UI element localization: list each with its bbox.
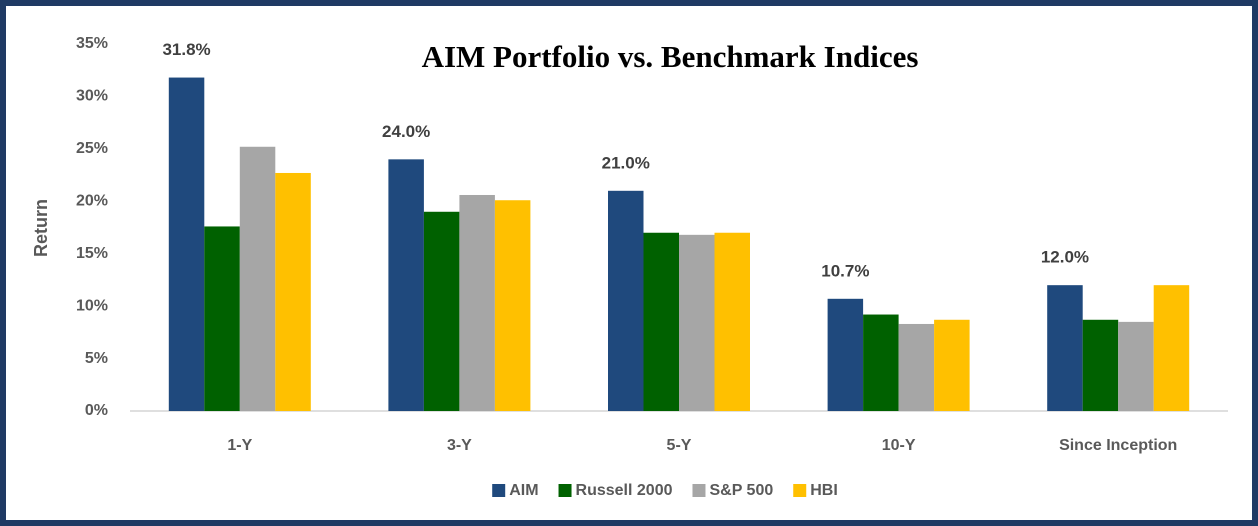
legend-label: HBI xyxy=(810,482,838,499)
y-tick-label: 20% xyxy=(76,193,108,210)
data-label: 31.8% xyxy=(162,40,210,59)
y-axis-title: Return xyxy=(31,199,51,257)
bar xyxy=(388,159,424,411)
legend-swatch xyxy=(692,484,706,497)
y-tick-label: 30% xyxy=(76,88,108,105)
legend-swatch xyxy=(558,484,572,497)
y-tick-label: 35% xyxy=(76,35,108,52)
bar xyxy=(714,232,750,411)
bar xyxy=(459,194,495,411)
legend-swatch xyxy=(492,484,506,497)
bar xyxy=(239,146,276,411)
legend-swatch xyxy=(793,484,807,497)
x-tick-label: 1-Y xyxy=(227,437,252,454)
y-tick-label: 15% xyxy=(76,245,108,262)
y-tick-label: 0% xyxy=(85,402,108,419)
y-tick-label: 25% xyxy=(76,140,108,157)
bar xyxy=(494,200,531,411)
y-tick-label: 5% xyxy=(85,350,108,367)
bar xyxy=(168,77,205,411)
x-tick-label: 3-Y xyxy=(447,437,472,454)
legend-label: AIM xyxy=(509,482,538,499)
bar xyxy=(863,314,899,411)
bar xyxy=(1153,285,1190,411)
bar xyxy=(608,190,644,411)
data-label: 24.0% xyxy=(382,122,430,141)
bar xyxy=(827,298,864,411)
chart-title: AIM Portfolio vs. Benchmark Indices xyxy=(422,39,919,74)
data-label: 10.7% xyxy=(821,261,869,280)
bar xyxy=(423,211,460,411)
x-tick-label: 5-Y xyxy=(667,437,692,454)
bar xyxy=(204,226,240,411)
bar xyxy=(679,234,715,411)
x-tick-label: 10-Y xyxy=(882,437,916,454)
bar xyxy=(898,323,935,411)
y-tick-label: 10% xyxy=(76,297,108,314)
legend-label: S&P 500 xyxy=(709,482,773,499)
bar xyxy=(1118,321,1154,411)
bar xyxy=(275,172,311,411)
legend-label: Russell 2000 xyxy=(576,482,673,499)
x-tick-label: Since Inception xyxy=(1059,437,1177,454)
data-label: 12.0% xyxy=(1041,248,1089,267)
bar xyxy=(643,232,679,411)
bar xyxy=(1047,285,1083,411)
data-label: 21.0% xyxy=(602,153,650,172)
bar xyxy=(934,319,970,411)
bar xyxy=(1082,319,1119,411)
